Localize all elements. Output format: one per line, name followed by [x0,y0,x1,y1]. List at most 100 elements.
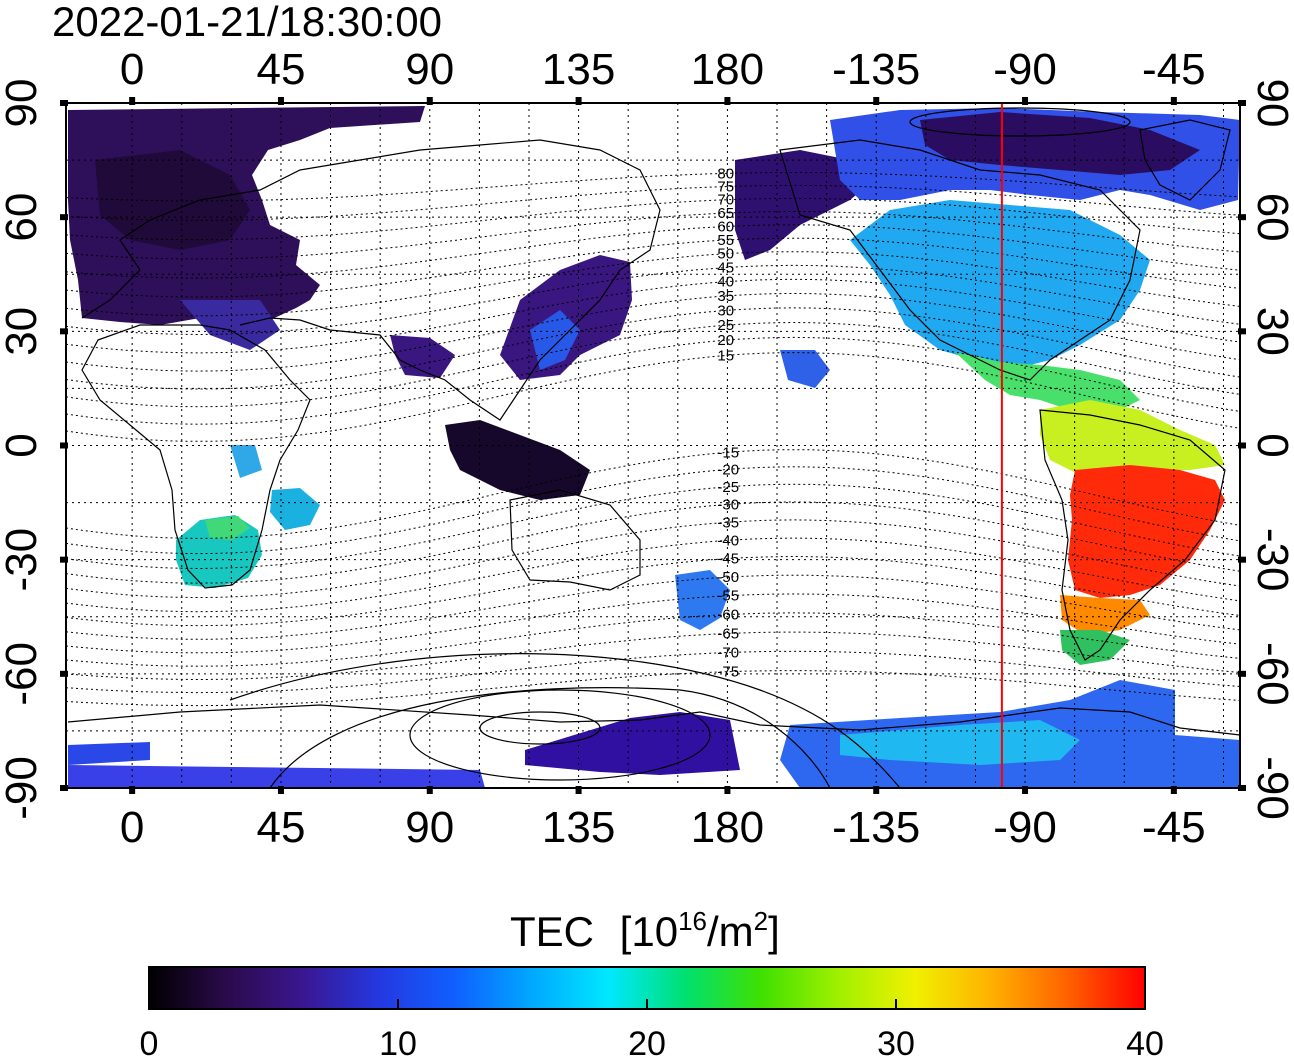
coast-africa [81,324,311,589]
lat-tick-label-right: 0 [1248,433,1294,457]
magnetic-contour [66,278,1240,354]
map-border-ticks [60,97,1246,794]
lon-tick-label-bottom: 90 [405,803,454,852]
magnetic-contour [66,537,1240,613]
lat-tick-label-right: -30 [1248,528,1294,592]
lon-tick-label-top: 45 [256,45,305,94]
magnetic-latitude-label: 55 [717,232,734,249]
tec-patch-e-africa [230,445,262,478]
lat-tick-label-left: -90 [0,756,46,820]
magnetic-contour [66,197,1240,241]
lon-tick-label-top: 135 [542,45,615,94]
tec-patch-mediterranean [180,300,280,350]
magnetic-contour [66,555,1240,627]
tec-patch-antarctic-atl [68,742,150,765]
tec-patch-s-america-orange [1060,595,1150,635]
magnetic-latitude-label: -45 [717,551,739,568]
lon-tick-label-top: 0 [120,45,144,94]
magnetic-contour [66,631,1240,681]
coast-australia [509,489,641,591]
magnetic-latitude-label: -20 [717,461,739,478]
magnetic-contour [66,519,1240,599]
lat-tick-label-left: 0 [0,433,46,457]
magnetic-contour [66,321,1240,408]
lat-axis-right: 90 60 30 0 -30 -60 -90 [1248,79,1294,820]
pole-contour-outer2 [229,653,901,788]
pole-contour-inner [479,711,601,745]
magnetic-contour [66,210,1240,260]
magnetic-latitude-label: 30 [717,302,734,319]
colorbar-tick-label: 10 [379,1025,417,1057]
lon-tick-label-bottom: 180 [691,803,764,852]
coastlines [67,119,1240,736]
coast-greenland [1139,119,1231,201]
magnetic-contour [66,670,1240,707]
magnetic-latitude-label: -75 [717,664,739,681]
magnetic-contour [66,292,1240,372]
lon-tick-label-bottom: 45 [256,803,305,852]
lon-tick-label-top: 90 [405,45,454,94]
colorbar-title-name: TEC [510,908,594,955]
lon-axis-top: 0 45 90 135 180 -135 -90 -45 [120,45,1206,94]
magnetic-contour [66,237,1240,298]
tec-patch-india [390,335,455,378]
pole-contour-mid [409,689,711,781]
magnetic-latitude-label: 80 [717,165,734,182]
magnetic-latitude-label: -15 [717,444,739,461]
magnetic-latitude-label: 25 [717,317,734,334]
colorbar-unit-exp2: 2 [754,906,768,936]
lon-tick-label-top: 180 [691,45,764,94]
magnetic-contour [66,449,1240,539]
lon-tick-label-bottom: 135 [542,803,615,852]
lon-tick-label-top: -90 [993,45,1057,94]
tec-patch-europe-dark [95,150,250,250]
coast-antarctica [67,704,1240,736]
lat-tick-label-right: 90 [1248,79,1294,128]
colorbar-tick-label: 30 [877,1025,915,1057]
magnetic-latitude-label: -30 [717,496,739,513]
magnetic-contour [66,264,1240,336]
pole-contour-north [909,107,1131,137]
tec-patch-s-america-north [1040,400,1225,475]
magnetic-contour [66,501,1240,584]
lat-axis-left: 90 60 30 0 -30 -60 -90 [0,79,46,820]
lon-tick-label-bottom: -45 [1142,803,1206,852]
lat-tick-label-right: -60 [1248,642,1294,706]
magnetic-contour [66,171,1240,202]
magnetic-latitude-label: -50 [717,569,739,586]
lat-lon-grid [66,103,1240,788]
coast-eurasia [81,139,661,421]
lat-tick-label-right: 60 [1248,193,1294,242]
magnetic-contour [66,593,1240,654]
magnetic-latitude-label: 50 [717,246,734,263]
magnetic-latitude-label: -35 [717,514,739,531]
magnetic-latitude-label: -70 [717,645,739,662]
tec-patch-south-bottom [68,765,485,788]
magnetic-contour [66,184,1240,221]
magnetic-latitude-label: 40 [717,274,734,291]
magnetic-latitude-label: 65 [717,205,734,222]
lat-tick-label-left: 60 [0,193,46,242]
colorbar-unit-exp: 16 [678,906,707,936]
tec-patch-s-america [1068,465,1225,598]
lon-tick-label-bottom: -90 [993,803,1057,852]
colorbar-tick-label: 20 [628,1025,666,1057]
magnetic-latitude-label: 15 [717,347,734,364]
magnetic-contour [66,307,1240,390]
lat-tick-label-left: -60 [0,642,46,706]
magnetic-latitude-label: 75 [717,178,734,195]
magnetic-latitude-label: 70 [717,192,734,209]
magnetic-latitude-contours [66,171,1240,707]
lat-tick-label-right: -90 [1248,756,1294,820]
magnetic-contour [66,650,1240,694]
lon-tick-label-top: -135 [832,45,920,94]
colorbar-tick-label: 40 [1126,1025,1164,1057]
magnetic-contour [66,224,1240,279]
magnetic-contour [66,466,1240,555]
magnetic-contour [66,483,1240,570]
lat-tick-label-left: 30 [0,307,46,356]
